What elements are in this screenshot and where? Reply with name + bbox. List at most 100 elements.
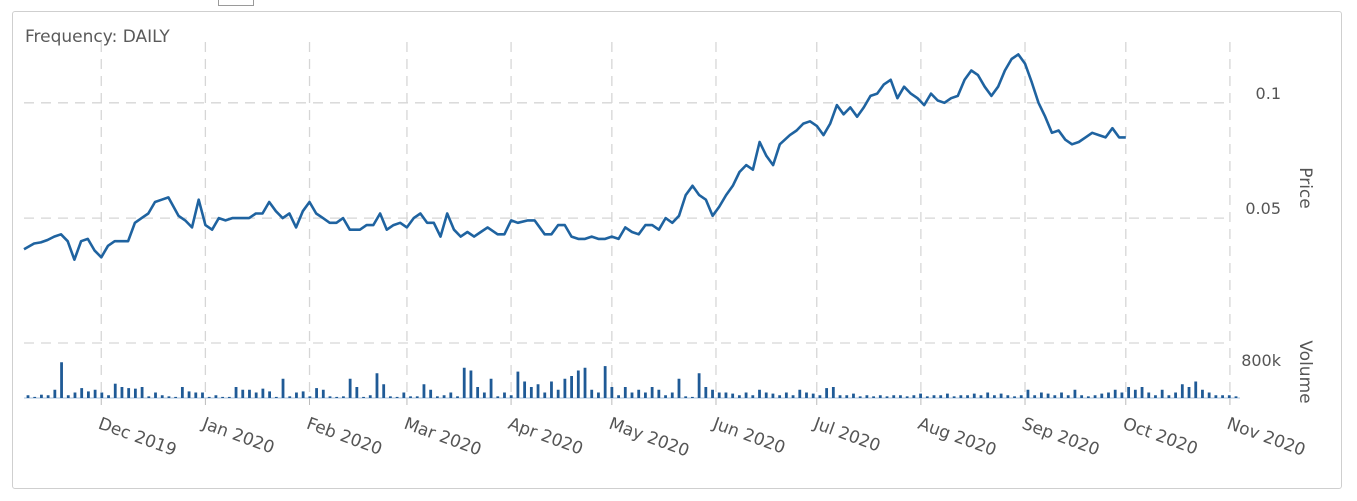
x-tick-label: Feb 2020 [304,414,385,460]
volume-bar [415,396,419,398]
volume-bar [476,387,480,398]
volume-bar [160,395,164,398]
volume-bar [449,392,453,398]
volume-bar [536,384,540,398]
volume-bar [784,392,788,398]
x-tick-label: Jan 2020 [199,414,277,459]
volume-bar [831,387,835,398]
volume-tick-label: 800k [1241,351,1282,370]
volume-bar [489,378,493,398]
volume-bar [563,378,567,398]
volume-bar [234,387,238,398]
x-tick-label: Jun 2020 [709,414,787,459]
volume-bar [878,395,882,398]
volume-bar [523,381,527,398]
volume-bar [1113,389,1117,398]
volume-bar [1006,395,1010,398]
volume-bar [825,388,829,398]
volume-bar [1019,395,1023,398]
volume-bar [120,387,124,398]
volume-bar [865,395,869,398]
x-tick-label: Sep 2020 [1019,414,1102,460]
volume-bar [288,396,292,398]
volume-bar [764,392,768,398]
volume-bar [946,393,949,398]
volume-bar [174,396,178,398]
top-tab-handle[interactable] [218,0,254,6]
volume-bar [40,394,43,398]
volume-bar [435,396,439,398]
volume-bar [570,376,573,398]
volume-bar [885,396,889,398]
volume-bar [187,391,191,398]
volume-bar [1147,392,1151,398]
volume-bar [107,395,110,398]
volume-bar [53,389,57,398]
volume-bar [798,389,802,398]
price-tick-label: 0.1 [1256,84,1281,103]
volume-bar [395,396,399,398]
volume-bar [610,387,614,398]
volume-bar [966,395,969,398]
volume-bar [737,395,741,398]
volume-bar [201,392,204,398]
volume-bar [858,396,862,398]
volume-bar [670,392,674,398]
volume-bar [1053,395,1057,398]
volume-bar [623,387,627,398]
volume-bar [207,396,211,398]
volume-bar [919,393,922,398]
volume-bar [248,389,251,398]
volume-bar [409,396,412,398]
price-line [23,53,1126,261]
volume-bar [66,395,70,398]
volume-bar [1073,389,1077,398]
volume-bar [214,395,218,398]
volume-bar [1214,395,1218,398]
volume-bar [952,396,956,398]
volume-bar [731,393,735,398]
volume-bar [617,395,620,398]
volume-bar [241,389,245,398]
x-tick-label: Apr 2020 [505,414,585,459]
volume-bar [811,393,815,398]
x-tick-label: Jul 2020 [810,414,883,457]
volume-bar [751,395,755,398]
volume-bar [1133,389,1137,398]
volume-bar [899,395,902,398]
volume-bar [496,396,500,398]
volume-bar [1167,395,1171,398]
volume-bar [1013,396,1016,398]
volume-bar [852,393,855,398]
volume-bar [664,395,667,398]
volume-bar [1227,395,1231,398]
volume-bar [637,389,641,398]
volume-bar [1194,381,1198,398]
volume-bar [375,373,379,398]
volume-bar [630,392,634,398]
volume-bar [456,396,459,398]
volume-bar [818,395,822,398]
volume-bar [543,392,547,398]
frequency-label: Frequency: DAILY [25,27,170,47]
volume-bar [113,383,117,398]
volume-bar [281,378,285,398]
volume-bar [154,392,157,398]
volume-bar [1086,396,1090,398]
volume-bar [845,395,849,398]
volume-bar [482,392,486,398]
volume-bar [999,393,1003,398]
volume-bar [1160,389,1164,398]
volume-bar [711,389,714,398]
volume-bar [321,389,325,398]
volume-bar [1187,387,1191,398]
volume-bar [1154,395,1157,398]
volume-bar [194,392,198,398]
volume-bar [583,367,587,398]
volume-bar [576,370,580,398]
chart-panel [12,11,1342,489]
volume-bar [972,393,976,398]
volume-bar [93,389,97,398]
volume-bar [167,396,171,398]
volume-bar [932,395,936,398]
